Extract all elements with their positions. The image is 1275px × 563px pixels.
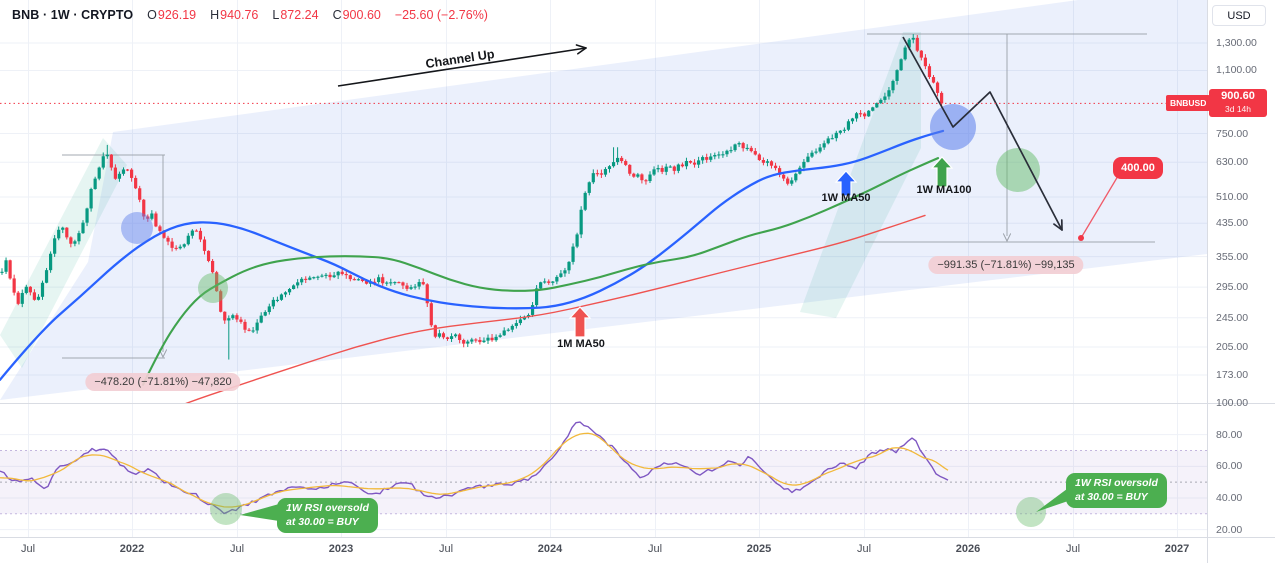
ma50-monthly-label[interactable]: 1M MA50	[557, 338, 605, 350]
rsi-tick-label: 60.00	[1216, 460, 1243, 473]
time-tick-label: Jul	[229, 543, 245, 555]
price-tick-label: 750.00	[1216, 127, 1249, 140]
last-price-tag: 900.60 3d 14h	[1209, 89, 1267, 117]
trend-highlight-wedge	[800, 32, 921, 318]
arrowhead	[1006, 233, 1012, 242]
time-tick-label: 2024	[537, 543, 563, 555]
time-tick-label: Jul	[647, 543, 663, 555]
ma-line-1w-ma50[interactable]	[0, 129, 945, 381]
last-price-value: 900.60	[1221, 90, 1255, 102]
arrowhead	[162, 349, 168, 358]
price-tick-label: 245.00	[1216, 311, 1249, 324]
ma50-weekly-label[interactable]: 1W MA50	[821, 192, 871, 204]
highlight-circle	[996, 148, 1040, 192]
price-target-label[interactable]: 400.00	[1113, 157, 1163, 179]
price-tick-label: 1,300.00	[1216, 36, 1257, 49]
gridlines	[0, 0, 1207, 537]
time-tick-label: 2025	[746, 543, 772, 555]
change-value: −25.60 (−2.76%)	[394, 8, 488, 22]
symbol-bar[interactable]: BNB · 1W · CRYPTO O926.19 H940.76 L872.2…	[12, 8, 488, 22]
callout-line: 1W RSI oversold	[1075, 477, 1158, 489]
ohlc-open: O926.19	[147, 8, 197, 22]
rsi-tick-label: 100.00	[1216, 397, 1249, 409]
callout-tail	[1036, 486, 1071, 512]
rsi-tick-label: 40.00	[1216, 491, 1243, 504]
rsi-tick-label: 80.00	[1216, 428, 1243, 441]
callout-line: at 30.00 = BUY	[1075, 490, 1148, 503]
price-tick-label: 355.00	[1216, 250, 1249, 263]
rsi-line[interactable]	[0, 421, 949, 515]
callout-line: at 30.00 = BUY	[286, 515, 359, 528]
ma100-weekly-label[interactable]: 1W MA100	[916, 184, 972, 196]
callout-line: 1W RSI oversold	[286, 502, 369, 514]
price-tick-label: 1,100.00	[1216, 64, 1257, 77]
arrowhead	[1002, 233, 1008, 242]
rsi-ma-line[interactable]	[0, 432, 949, 508]
measure-label-2026-drop[interactable]: −991.35 (−71.81%) −99,135	[928, 256, 1084, 274]
time-tick-label: Jul	[1065, 543, 1081, 555]
ohlc-low: L872.24	[272, 8, 319, 22]
last-price-symbol-tag: BNBUSD	[1166, 95, 1211, 111]
price-tick-label: 205.00	[1216, 341, 1249, 354]
highlight-circle	[1016, 497, 1046, 527]
price-target-line[interactable]	[1078, 175, 1119, 241]
ma-pointer-arrow	[568, 306, 592, 338]
rsi-band	[0, 449, 1207, 515]
arrowhead	[577, 47, 587, 55]
ma-pointer-arrow	[930, 156, 954, 188]
highlight-circle	[198, 273, 228, 303]
channel-up-arrow[interactable]	[337, 44, 587, 87]
rsi-oversold-callout-right[interactable]: 1W RSI oversold at 30.00 = BUY	[1066, 473, 1167, 509]
ma-line-1m-ma50[interactable]	[55, 214, 926, 461]
highlight-circle	[121, 212, 153, 244]
currency-toggle-button[interactable]: USD	[1212, 5, 1266, 26]
arrowhead	[575, 44, 587, 49]
time-tick-label: 2027	[1164, 543, 1190, 555]
rsi-tick-label: 20.00	[1216, 523, 1243, 536]
price-tick-label: 435.00	[1216, 217, 1249, 230]
time-tick-label: 2026	[955, 543, 981, 555]
candlestick-series[interactable]	[0, 34, 944, 360]
price-tick-label: 630.00	[1216, 156, 1249, 169]
bar-countdown: 3d 14h	[1225, 104, 1251, 114]
highlight-circle	[210, 493, 242, 525]
callout-tail	[240, 504, 279, 521]
time-tick-label: Jul	[20, 543, 36, 555]
price-tick-label: 295.00	[1216, 281, 1249, 294]
projection-arrow[interactable]	[902, 36, 1063, 231]
symbol-title[interactable]: BNB · 1W · CRYPTO	[12, 8, 134, 22]
arrowhead	[1053, 223, 1063, 231]
trend-highlight-wedge	[0, 138, 127, 368]
ma-line-1w-ma100[interactable]	[141, 157, 940, 386]
time-tick-label: 2022	[119, 543, 145, 555]
measure-label-2022-drop[interactable]: −478.20 (−71.81%) −47,820	[85, 373, 241, 391]
ohlc-high: H940.76	[210, 8, 259, 22]
price-tick-label: 173.00	[1216, 368, 1249, 381]
rsi-oversold-callout-left[interactable]: 1W RSI oversold at 30.00 = BUY	[277, 498, 378, 534]
ascending-channel-band[interactable]	[0, 0, 1207, 400]
price-tick-label: 510.00	[1216, 191, 1249, 204]
time-tick-label: Jul	[856, 543, 872, 555]
price-range-measure-tool[interactable]	[62, 33, 1155, 359]
ohlc-close: C900.60	[332, 8, 381, 22]
ma-pointer-arrow	[834, 170, 858, 197]
time-tick-label: Jul	[438, 543, 454, 555]
time-tick-label: 2023	[328, 543, 354, 555]
